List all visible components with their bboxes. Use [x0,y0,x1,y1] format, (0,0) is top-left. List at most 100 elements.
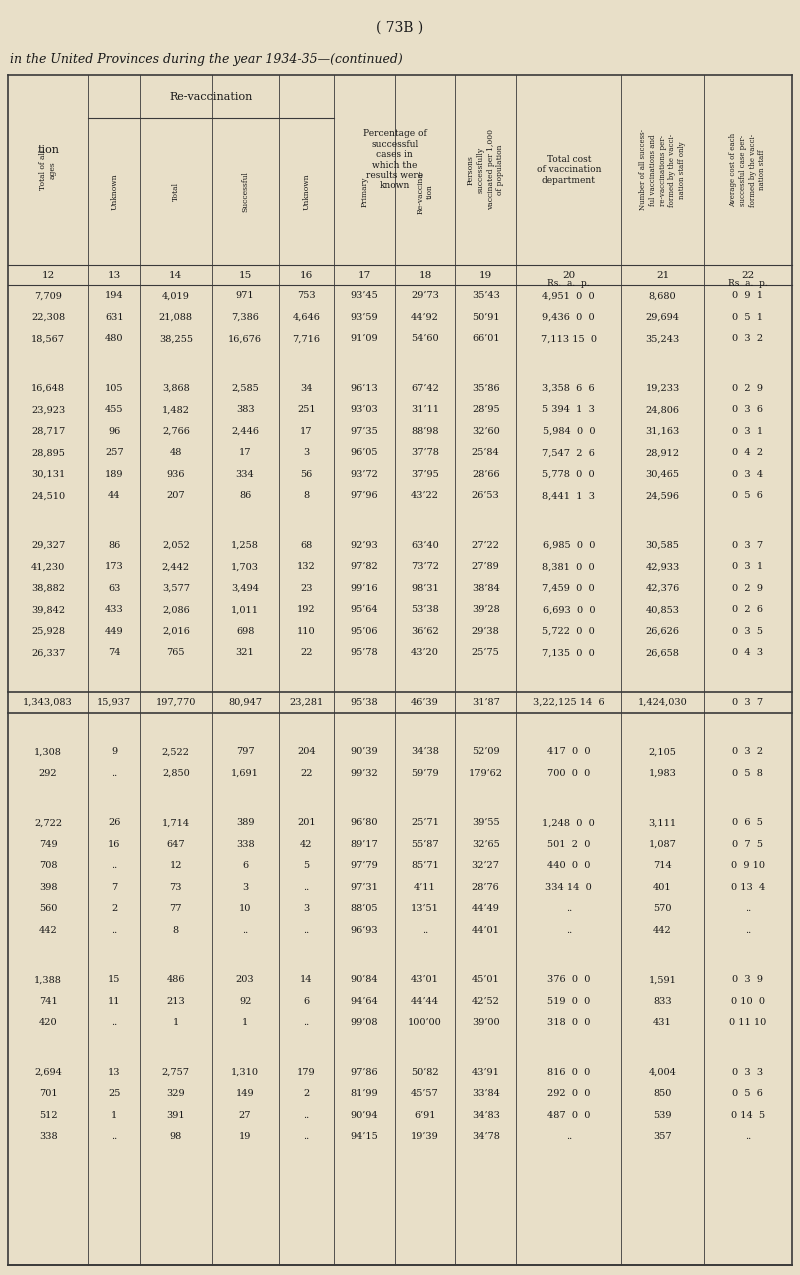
Text: 1: 1 [173,1019,179,1028]
Text: 257: 257 [105,449,123,458]
Text: 44: 44 [108,491,121,500]
Text: 442: 442 [653,926,672,935]
Text: 519  0  0: 519 0 0 [547,997,590,1006]
Text: 16,676: 16,676 [228,334,262,343]
Text: 1,482: 1,482 [162,405,190,414]
Text: 86: 86 [239,491,251,500]
Text: 13’51: 13’51 [411,904,439,913]
Text: 0  6  5: 0 6 5 [732,819,763,827]
Text: 1,691: 1,691 [231,769,259,778]
Text: Total of all
ages: Total of all ages [39,150,57,190]
Text: 31,163: 31,163 [646,427,680,436]
Text: 30,131: 30,131 [31,469,66,478]
Text: 95’64: 95’64 [350,606,378,615]
Text: 54’60: 54’60 [411,334,439,343]
Text: 81’99: 81’99 [350,1089,378,1098]
Text: 45’01: 45’01 [472,975,499,984]
Text: 5,722  0  0: 5,722 0 0 [542,627,595,636]
Text: Primary: Primary [360,176,368,207]
Text: 21,088: 21,088 [159,312,193,321]
Text: 97’31: 97’31 [350,882,378,891]
Text: ..: .. [566,904,572,913]
Text: 3,111: 3,111 [649,819,677,827]
Text: 2,850: 2,850 [162,769,190,778]
Text: 0  3  7: 0 3 7 [732,541,763,550]
Text: 2,016: 2,016 [162,627,190,636]
Text: 17: 17 [358,270,371,279]
Text: 68: 68 [300,541,312,550]
Text: 93’59: 93’59 [350,312,378,321]
Text: 26’53: 26’53 [472,491,499,500]
Text: 35,243: 35,243 [646,334,680,343]
Text: 9: 9 [111,747,118,756]
Text: 1,087: 1,087 [649,840,677,849]
Text: 43’01: 43’01 [411,975,439,984]
Text: 2,757: 2,757 [162,1067,190,1077]
Text: 194: 194 [105,291,123,300]
Text: Rs  a.  p.: Rs a. p. [728,279,768,288]
Text: 39’28: 39’28 [472,606,499,615]
Text: 99’16: 99’16 [350,584,378,593]
Text: 55’87: 55’87 [411,840,439,849]
Text: 7,716: 7,716 [292,334,320,343]
Text: 44’92: 44’92 [411,312,439,321]
Text: 85’71: 85’71 [411,861,439,871]
Text: 24,806: 24,806 [646,405,679,414]
Text: 73’72: 73’72 [411,562,439,571]
Text: 6’91: 6’91 [414,1111,436,1119]
Text: 753: 753 [297,291,315,300]
Text: 89’17: 89’17 [350,840,378,849]
Text: 80,947: 80,947 [228,697,262,706]
Text: 292  0  0: 292 0 0 [547,1089,590,1098]
Text: 97’96: 97’96 [350,491,378,500]
Text: 44’44: 44’44 [411,997,439,1006]
Text: 52’09: 52’09 [472,747,499,756]
Text: 25: 25 [108,1089,121,1098]
Text: 5 394  1  3: 5 394 1 3 [542,405,595,414]
Text: 1,714: 1,714 [162,819,190,827]
Text: 4’11: 4’11 [414,882,436,891]
Text: 96: 96 [108,427,120,436]
Text: 100’00: 100’00 [408,1019,442,1028]
Text: 850: 850 [654,1089,672,1098]
Text: 86: 86 [108,541,120,550]
Text: 42: 42 [300,840,313,849]
Text: ..: .. [303,882,310,891]
Text: 31’11: 31’11 [411,405,439,414]
Text: 42,933: 42,933 [646,562,680,571]
Text: ..: .. [422,926,428,935]
Text: 25,928: 25,928 [31,627,65,636]
Text: 38,882: 38,882 [31,584,65,593]
Text: 389: 389 [236,819,254,827]
Text: 936: 936 [166,469,185,478]
Text: 19,233: 19,233 [646,384,680,393]
Text: 28’66: 28’66 [472,469,499,478]
Text: 0  5  6: 0 5 6 [732,1089,763,1098]
Text: 26,626: 26,626 [646,627,679,636]
Text: 37’95: 37’95 [411,469,439,478]
Text: 7,709: 7,709 [34,291,62,300]
Text: 18,567: 18,567 [31,334,65,343]
Text: 28,895: 28,895 [31,449,65,458]
Text: 0 13  4: 0 13 4 [730,882,765,891]
Text: 28,717: 28,717 [31,427,66,436]
Text: 28’76: 28’76 [472,882,499,891]
Text: 213: 213 [166,997,186,1006]
Text: 2,585: 2,585 [231,384,259,393]
Text: 43’22: 43’22 [411,491,439,500]
Text: 0  4  3: 0 4 3 [732,648,763,657]
Text: 3: 3 [303,449,310,458]
Text: 19: 19 [479,270,492,279]
Text: 63: 63 [108,584,121,593]
Text: 3: 3 [242,882,248,891]
Text: 501  2  0: 501 2 0 [547,840,590,849]
Text: 442: 442 [39,926,58,935]
Text: 91’09: 91’09 [350,334,378,343]
Text: 43’20: 43’20 [411,648,439,657]
Text: 334 14  0: 334 14 0 [546,882,592,891]
Text: 56: 56 [300,469,312,478]
Text: Rs.  a.  p.: Rs. a. p. [547,279,590,288]
Text: Re-vaccina-
tion: Re-vaccina- tion [416,170,434,214]
Text: 539: 539 [654,1111,672,1119]
Text: Unknown: Unknown [110,173,118,210]
